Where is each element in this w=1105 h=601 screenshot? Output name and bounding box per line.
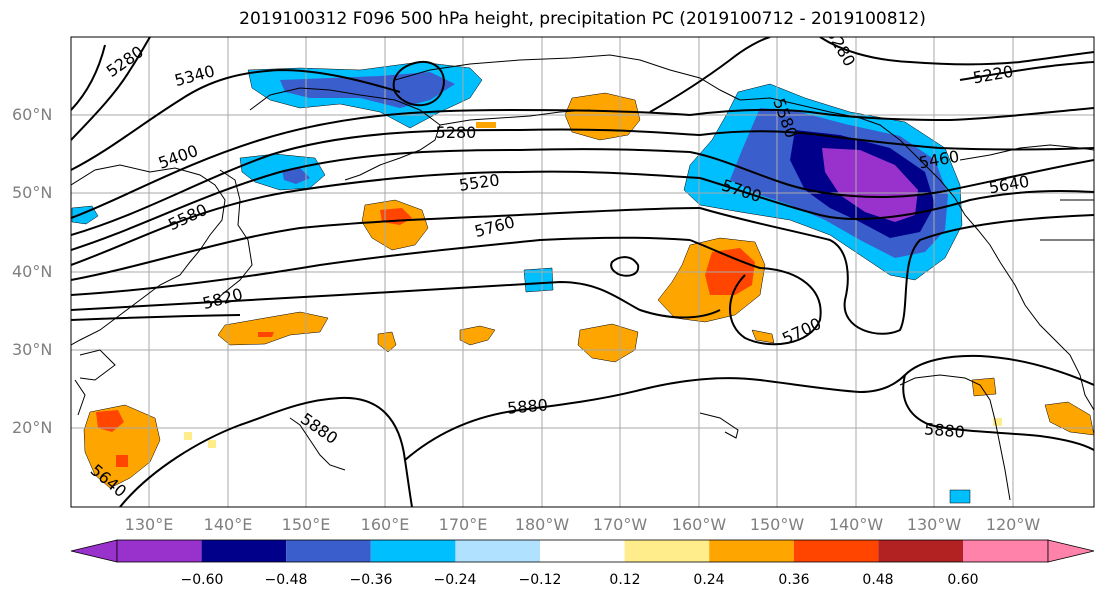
colorbar-cell — [201, 540, 287, 562]
map-title: 2019100312 F096 500 hPa height, precipit… — [239, 9, 926, 29]
colorbar-tick-label: 0.12 — [609, 572, 641, 588]
lon-label: 140°E — [203, 515, 253, 534]
colorbar-cell — [709, 540, 794, 562]
contour-label: 5280 — [436, 123, 477, 142]
colorbar-tick-label: 0.24 — [693, 572, 725, 588]
colorbar-cell — [117, 540, 202, 562]
colorbar-cell — [370, 540, 456, 562]
lon-label: 130°E — [124, 515, 174, 534]
lat-label: 20°N — [12, 418, 53, 437]
colorbar-cell — [624, 540, 710, 562]
lon-label: 170°W — [592, 515, 648, 534]
lat-label: 60°N — [12, 105, 53, 124]
negative-anomaly-okhotsk-inner — [280, 72, 455, 108]
map-frame — [70, 36, 1095, 508]
precip-shading — [71, 61, 1094, 504]
colorbar-cell — [540, 540, 625, 562]
colorbar — [70, 539, 1095, 563]
lon-label: 150°W — [749, 515, 805, 534]
colorbar-tick-label: −0.36 — [349, 572, 393, 588]
colorbar-tick-label: −0.12 — [518, 572, 562, 588]
colorbar-cell — [963, 540, 1048, 562]
colorbar-tick-label: 0.48 — [862, 572, 894, 588]
colorbar-tick-label: 0.36 — [778, 572, 810, 588]
lat-label: 30°N — [12, 340, 53, 359]
lon-label: 130°W — [906, 515, 962, 534]
lon-label: 120°W — [985, 515, 1041, 534]
height-contours — [71, 37, 1094, 507]
lon-label: 170°E — [438, 515, 488, 534]
colorbar-tick-label: −0.24 — [433, 572, 477, 588]
lon-label: 150°E — [281, 515, 331, 534]
graticule — [71, 37, 1094, 507]
lon-label: 160°E — [360, 515, 410, 534]
colorbar-cell — [878, 540, 963, 562]
colorbar-extend-right — [1047, 539, 1095, 563]
positive-anomaly-bering — [564, 92, 641, 141]
colorbar-cell — [793, 540, 879, 562]
colorbar-tick-label: −0.60 — [180, 572, 224, 588]
colorbar-tick-label: 0.60 — [947, 572, 979, 588]
lat-label: 50°N — [12, 183, 53, 202]
colorbar-cell — [286, 540, 371, 562]
lon-label: 180°W — [514, 515, 570, 534]
colorbar-extend-left — [70, 539, 118, 563]
lat-label: 40°N — [12, 262, 53, 281]
contour-label: 5880 — [923, 419, 965, 441]
coastlines — [71, 54, 1094, 501]
negative-anomaly-ne-pacific-max — [822, 148, 918, 222]
colorbar-tick-label: −0.48 — [264, 572, 308, 588]
lon-label: 160°W — [671, 515, 727, 534]
lon-label: 140°W — [828, 515, 884, 534]
colorbar-cell — [455, 540, 540, 562]
contour-label: 5880 — [506, 395, 548, 417]
